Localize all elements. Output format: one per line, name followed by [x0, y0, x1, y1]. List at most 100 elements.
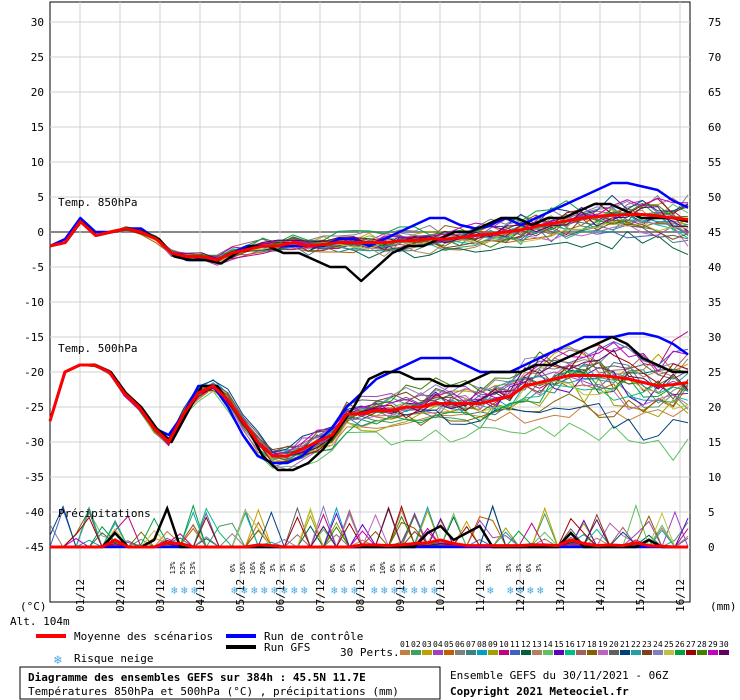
right-tick-label: 65	[708, 86, 721, 99]
left-tick-label: -15	[24, 331, 44, 344]
member-swatch	[488, 650, 498, 655]
member-swatch	[631, 650, 641, 655]
member-swatch	[400, 650, 410, 655]
left-tick-label: -20	[24, 366, 44, 379]
legend-snow: Risque neige	[74, 652, 153, 665]
member-number: 11	[510, 640, 520, 649]
snow-risk-value: 3%	[419, 563, 427, 572]
right-unit: (mm)	[710, 600, 737, 613]
left-axis: 30 25 20 15 10 5 0 -5 -10 -15 -20 -25 -30 -35 -40 -45	[24, 16, 44, 554]
legend-gfs: Run GFS	[264, 641, 310, 654]
snow-risk-value: 3%	[515, 563, 523, 572]
legend-perts: 30 Perts.	[340, 646, 400, 659]
snow-risk-value: 6%	[299, 563, 307, 572]
right-tick-label: 45	[708, 226, 721, 239]
right-tick-label: 40	[708, 261, 721, 274]
copyright: Copyright 2021 Meteociel.fr	[450, 685, 629, 698]
x-tick-label: 05/12	[234, 579, 247, 612]
snowflake-icon: ❄	[231, 584, 238, 597]
series-line-t500	[48, 363, 689, 458]
member-swatch	[433, 650, 443, 655]
snowflake-icon: ❄	[371, 584, 378, 597]
snowflake-icon: ❄	[291, 584, 298, 597]
member-number: 04	[433, 640, 443, 649]
member-swatch	[609, 650, 619, 655]
snow-risk-value: 16%	[249, 561, 257, 574]
member-number: 28	[697, 640, 707, 649]
run-info: Ensemble GEFS du 30/11/2021 - 06Z	[450, 669, 669, 682]
snowflake-icon: ❄	[331, 584, 338, 597]
member-swatch	[653, 650, 663, 655]
member-number: 19	[598, 640, 608, 649]
x-tick-label: 04/12	[194, 579, 207, 612]
member-number: 17	[576, 640, 586, 649]
altitude-label: Alt. 104m	[10, 615, 70, 628]
left-tick-label: 30	[31, 16, 44, 29]
member-number: 14	[543, 640, 553, 649]
member-swatch	[466, 650, 476, 655]
member-swatch	[455, 650, 465, 655]
snow-risk-value: 3%	[269, 563, 277, 572]
series-line-t500	[48, 335, 688, 472]
x-tick-label: 01/12	[74, 579, 87, 612]
snow-risk-value: 10%	[379, 561, 387, 574]
snowflake-icon: ❄	[341, 584, 348, 597]
member-swatch	[477, 650, 487, 655]
snow-risk-value: 3%	[505, 563, 513, 572]
member-swatch	[444, 650, 454, 655]
snow-risk-value: 52%	[179, 561, 187, 574]
snowflake-icon: ❄	[487, 584, 494, 597]
member-number: 03	[422, 640, 432, 649]
left-tick-label: -30	[24, 436, 44, 449]
member-swatch	[543, 650, 553, 655]
right-tick-label: 0	[708, 541, 715, 554]
snow-risk-value: 3%	[409, 563, 417, 572]
member-number: 15	[554, 640, 564, 649]
left-unit: (°C)	[20, 600, 47, 613]
member-number: 26	[675, 640, 685, 649]
member-swatch	[620, 650, 630, 655]
member-swatch	[532, 650, 542, 655]
member-number: 22	[631, 640, 641, 649]
snow-risk-value: 3%	[369, 563, 377, 572]
member-swatch	[565, 650, 575, 655]
snowflake-icon: ❄	[281, 584, 288, 597]
snow-risk-value: 53%	[189, 561, 197, 574]
snowflake-icon: ❄	[527, 584, 534, 597]
right-tick-label: 60	[708, 121, 721, 134]
left-tick-label: -25	[24, 401, 44, 414]
left-tick-label: 5	[37, 191, 44, 204]
x-tick-label: 08/12	[354, 579, 367, 612]
x-tick-label: 13/12	[554, 579, 567, 612]
member-number: 23	[642, 640, 652, 649]
snow-risk-value: 3%	[485, 563, 493, 572]
left-tick-label: 20	[31, 86, 44, 99]
member-number: 16	[565, 640, 575, 649]
member-legend: 01 02 03 04 05 06 07 08 09 10 11 12 13 14 15 16 17 18 19 20…	[400, 640, 729, 655]
snow-risk-value: 3%	[399, 563, 407, 572]
left-tick-label: 0	[37, 226, 44, 239]
snowflake-icon: ❄	[411, 584, 418, 597]
snowflake-icon: ❄	[53, 653, 62, 668]
x-tick-label: 06/12	[274, 579, 287, 612]
snow-risk-value: 3%	[349, 563, 357, 572]
member-number: 29	[708, 640, 718, 649]
snowflake-icon: ❄	[191, 584, 198, 597]
snow-risk-value: 3%	[289, 563, 297, 572]
x-tick-label: 12/12	[514, 579, 527, 612]
x-tick-label: 02/12	[114, 579, 127, 612]
right-tick-label: 5	[708, 506, 715, 519]
member-number: 18	[587, 640, 597, 649]
snowflake-icon: ❄	[421, 584, 428, 597]
snowflake-icon: ❄	[271, 584, 278, 597]
member-swatch	[587, 650, 597, 655]
x-tick-label: 16/12	[674, 579, 687, 612]
snowflake-icon: ❄	[537, 584, 544, 597]
x-tick-label: 10/12	[434, 579, 447, 612]
x-tick-label: 14/12	[594, 579, 607, 612]
x-tick-label: 11/12	[474, 579, 487, 612]
right-tick-label: 30	[708, 331, 721, 344]
member-swatch	[499, 650, 509, 655]
right-tick-label: 70	[708, 51, 721, 64]
